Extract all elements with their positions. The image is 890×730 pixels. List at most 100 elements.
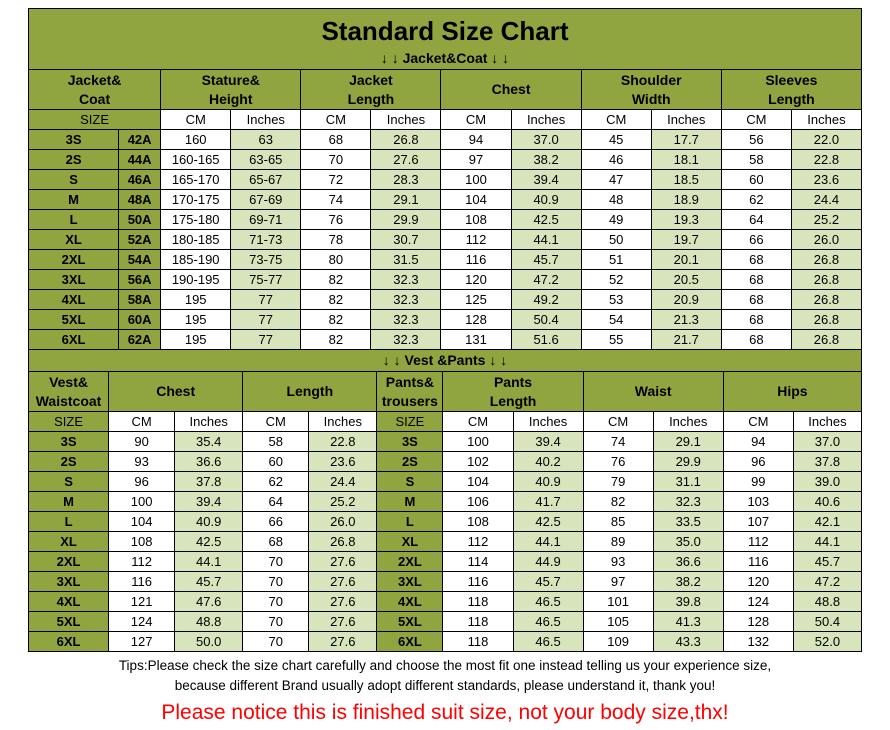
inch-value-cell: 32.3: [652, 491, 724, 512]
size-row: 5XL 60A 195 77 82 32.3 128 50.4 54 21.3 68 26.8: [27, 309, 863, 330]
chart-title: Standard Size Chart: [28, 8, 862, 48]
inch-value-cell: 20.1: [650, 249, 722, 270]
cm-value-cell: 195: [160, 289, 232, 310]
unit-subheader: Inches: [510, 109, 582, 130]
cm-value-cell: 96: [722, 451, 794, 472]
inch-value-cell: 27.6: [370, 149, 442, 170]
inch-value-cell: 31.5: [370, 249, 442, 270]
cm-value-cell: 70: [242, 631, 310, 652]
inch-value-cell: 29.1: [370, 189, 442, 210]
size-cell: 54A: [118, 249, 162, 270]
size-row: 6XL 127 50.0 70 27.6 6XL 118 46.5 109 43.3 132 52.0: [27, 631, 863, 652]
inch-value-cell: 27.6: [308, 591, 378, 612]
jacket-table-head: Jacket& Coat Stature& Height Jacket Length…: [27, 69, 863, 130]
size-row: 6XL 62A 195 77 82 32.3 131 51.6 55 21.7 68 26.8: [27, 329, 863, 350]
inch-value-cell: 50.4: [510, 309, 582, 330]
size-cell: 3XL: [27, 571, 110, 592]
unit-subheader: CM: [440, 109, 512, 130]
cm-value-cell: 118: [442, 631, 514, 652]
size-cell: 50A: [118, 209, 162, 230]
subheader-row: SIZE CM Inches CM Inches SIZE CM Inches CM Inches…: [27, 411, 863, 432]
cm-value-cell: 90: [108, 431, 176, 452]
size-cell: 6XL: [376, 631, 444, 652]
cm-value-cell: 114: [442, 551, 514, 572]
inch-value-cell: 35.4: [174, 431, 244, 452]
cm-value-cell: 62: [720, 189, 792, 210]
column-group-header: Length: [242, 371, 378, 412]
size-row: 2S 93 36.6 60 23.6 2S 102 40.2 76 29.9 96 37.8: [27, 451, 863, 472]
size-cell: 46A: [118, 169, 162, 190]
inch-value-cell: 18.1: [650, 149, 722, 170]
cm-value-cell: 121: [108, 591, 176, 612]
inch-value-cell: 37.8: [792, 451, 863, 472]
inch-value-cell: 32.3: [370, 329, 442, 350]
cm-value-cell: 85: [582, 511, 654, 532]
inch-value-cell: 73-75: [230, 249, 302, 270]
cm-value-cell: 128: [440, 309, 512, 330]
inch-value-cell: 23.6: [308, 451, 378, 472]
jacket-size-table: Jacket& Coat Stature& Height Jacket Length…: [27, 69, 863, 350]
inch-value-cell: 77: [230, 329, 302, 350]
unit-subheader: Inches: [652, 411, 724, 432]
cm-value-cell: 112: [440, 229, 512, 250]
size-cell: L: [376, 511, 444, 532]
cm-value-cell: 106: [442, 491, 514, 512]
size-chart: Standard Size Chart ↓ ↓ Jacket&Coat ↓ ↓ …: [27, 8, 863, 652]
vest-section-label: ↓ ↓ Vest &Pants ↓ ↓: [28, 350, 862, 371]
cm-value-cell: 55: [580, 329, 652, 350]
inch-value-cell: 45.7: [174, 571, 244, 592]
cm-value-cell: 104: [442, 471, 514, 492]
unit-subheader: CM: [300, 109, 372, 130]
cm-value-cell: 104: [440, 189, 512, 210]
unit-subheader: CM: [108, 411, 176, 432]
inch-value-cell: 52.0: [792, 631, 863, 652]
inch-value-cell: 77: [230, 309, 302, 330]
inch-value-cell: 77: [230, 289, 302, 310]
cm-value-cell: 79: [582, 471, 654, 492]
size-cell: 6XL: [27, 329, 120, 350]
cm-value-cell: 60: [242, 451, 310, 472]
cm-value-cell: 80: [300, 249, 372, 270]
inch-value-cell: 23.6: [790, 169, 863, 190]
size-cell: 56A: [118, 269, 162, 290]
cm-value-cell: 60: [720, 169, 792, 190]
cm-value-cell: 170-175: [160, 189, 232, 210]
inch-value-cell: 39.4: [174, 491, 244, 512]
inch-value-cell: 63: [230, 129, 302, 150]
cm-value-cell: 82: [300, 309, 372, 330]
column-group-header: Stature& Height: [160, 69, 302, 110]
column-group-header: Shoulder Width: [580, 69, 722, 110]
size-subheader: SIZE: [27, 109, 162, 130]
cm-value-cell: 190-195: [160, 269, 232, 290]
header-group-row: Vest& Waistcoat Chest Length Pants& trouser…: [27, 371, 863, 412]
size-cell: 6XL: [27, 631, 110, 652]
inch-value-cell: 42.1: [792, 511, 863, 532]
size-cell: 3XL: [376, 571, 444, 592]
cm-value-cell: 52: [580, 269, 652, 290]
cm-value-cell: 124: [722, 591, 794, 612]
cm-value-cell: 160-165: [160, 149, 232, 170]
vest-pants-size-table: Vest& Waistcoat Chest Length Pants& trouser…: [27, 371, 863, 652]
cm-value-cell: 64: [720, 209, 792, 230]
inch-value-cell: 48.8: [792, 591, 863, 612]
size-cell: 58A: [118, 289, 162, 310]
size-cell: S: [27, 471, 110, 492]
inch-value-cell: 26.8: [790, 309, 863, 330]
header-group-row: Jacket& Coat Stature& Height Jacket Length…: [27, 69, 863, 110]
column-group-header: Chest: [108, 371, 244, 412]
unit-subheader: Inches: [308, 411, 378, 432]
unit-subheader: Inches: [512, 411, 584, 432]
cm-value-cell: 68: [720, 309, 792, 330]
cm-value-cell: 74: [582, 431, 654, 452]
cm-value-cell: 102: [442, 451, 514, 472]
cm-value-cell: 46: [580, 149, 652, 170]
inch-value-cell: 18.5: [650, 169, 722, 190]
cm-value-cell: 104: [108, 511, 176, 532]
cm-value-cell: 160: [160, 129, 232, 150]
cm-value-cell: 120: [440, 269, 512, 290]
inch-value-cell: 46.5: [512, 631, 584, 652]
size-cell: L: [27, 511, 110, 532]
inch-value-cell: 32.3: [370, 289, 442, 310]
inch-value-cell: 46.5: [512, 611, 584, 632]
inch-value-cell: 37.0: [510, 129, 582, 150]
